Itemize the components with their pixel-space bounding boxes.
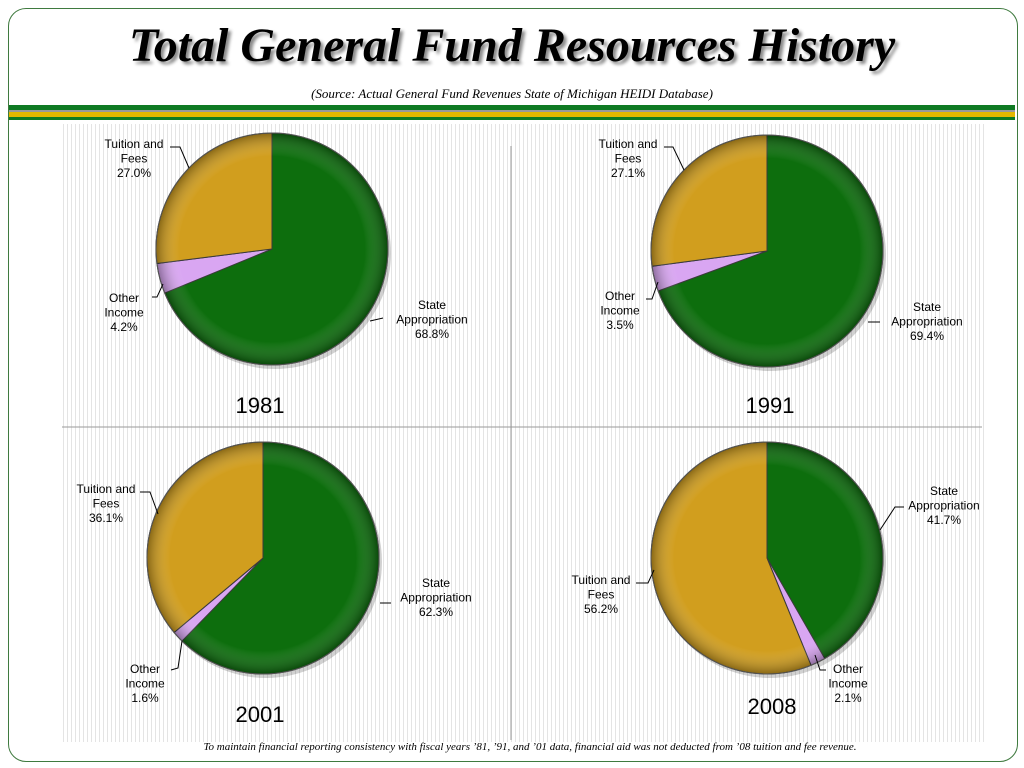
header-band-green-bottom — [9, 117, 1015, 120]
leader-line-tuition-and-fees — [170, 146, 190, 169]
leader-line-other-income — [170, 640, 183, 671]
leader-line-tuition-and-fees — [664, 146, 685, 171]
slice-label-state-appropriation: State Appropriation 62.3% — [400, 576, 471, 619]
slice-label-state-appropriation: State Appropriation 41.7% — [908, 484, 979, 527]
pie-chart-2008: State Appropriation 41.7% Other Income 2.1% Tu… — [572, 441, 980, 719]
leader-line-tuition-and-fees — [636, 569, 655, 584]
leader-line-other-income — [646, 281, 659, 300]
leader-line-other-income — [152, 283, 164, 298]
leader-line-other-income — [814, 654, 826, 671]
pie-chart-2001: State Appropriation 62.3% Other Income 1.6% Tu… — [77, 441, 472, 727]
header-band-gray — [9, 110, 1015, 112]
slice-label-state-appropriation: State Appropriation 69.4% — [891, 300, 962, 343]
slice-label-state-appropriation: State Appropriation 68.8% — [396, 298, 467, 341]
slice-label-tuition-and-fees: Tuition and Fees 56.2% — [572, 573, 631, 616]
slice-label-tuition-and-fees: Tuition and Fees 27.0% — [105, 137, 164, 180]
chart-year-label: 2008 — [748, 694, 797, 719]
slice-label-tuition-and-fees: Tuition and Fees 27.1% — [599, 137, 658, 180]
page-title: Total General Fund Resources History — [128, 19, 896, 72]
page-subtitle: (Source: Actual General Fund Revenues St… — [311, 86, 713, 101]
pie-chart-1991: State Appropriation 69.4% Other Income 3.5% Tu… — [599, 134, 963, 418]
pie-bevel — [146, 441, 380, 675]
pie-bevel — [650, 441, 884, 675]
leader-line-tuition-and-fees — [140, 491, 159, 515]
slice-label-other-income: Other Income 4.2% — [104, 291, 144, 334]
footnote: To maintain financial reporting consiste… — [203, 741, 857, 753]
chart-year-label: 2001 — [236, 702, 285, 727]
chart-year-label: 1991 — [746, 393, 795, 418]
leader-line-state-appropriation — [879, 506, 904, 531]
header-band-green-top — [9, 105, 1015, 110]
slice-label-other-income: Other Income 3.5% — [600, 289, 640, 332]
leader-line-state-appropriation — [369, 317, 384, 322]
slice-label-other-income: Other Income 2.1% — [828, 662, 868, 705]
pie-chart-1981: State Appropriation 68.8% Other Income 4.2% Tu… — [104, 132, 468, 418]
slice-label-tuition-and-fees: Tuition and Fees 36.1% — [77, 482, 136, 525]
header-band-yellow — [9, 112, 1015, 117]
pie-bevel — [650, 134, 884, 368]
slice-label-other-income: Other Income 1.6% — [125, 662, 165, 705]
pie-bevel — [155, 132, 389, 366]
chart-year-label: 1981 — [236, 393, 285, 418]
